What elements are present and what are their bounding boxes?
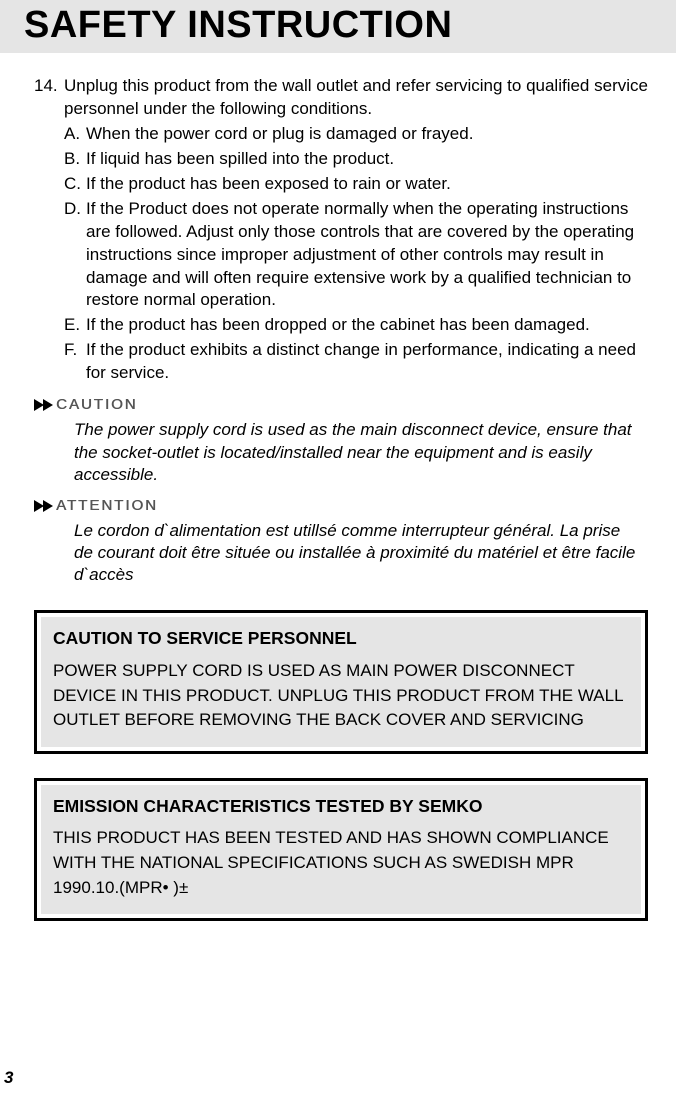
caution-box: CAUTION TO SERVICE PERSONNEL POWER SUPPL… (34, 610, 648, 754)
box-title: EMISSION CHARACTERISTICS TESTED BY SEMKO (53, 795, 629, 819)
item-number: 14. (34, 75, 64, 121)
title-bar: SAFETY INSTRUCTION (0, 0, 676, 53)
sub-item-e: E. If the product has been dropped or th… (64, 314, 648, 337)
sub-text: If liquid has been spilled into the prod… (86, 148, 648, 171)
attention-marker: ATTENTION (34, 496, 648, 516)
caution-text: The power supply cord is used as the mai… (34, 419, 648, 485)
sub-text: If the Product does not operate normally… (86, 198, 648, 313)
caution-box-inner: CAUTION TO SERVICE PERSONNEL POWER SUPPL… (41, 617, 641, 747)
attention-label: ATTENTION (56, 496, 158, 516)
sub-text: If the product has been dropped or the c… (86, 314, 648, 337)
sub-letter: B. (64, 148, 86, 171)
sub-item-f: F. If the product exhibits a distinct ch… (64, 339, 648, 385)
page: SAFETY INSTRUCTION 14. Unplug this produ… (0, 0, 676, 1106)
sub-letter: D. (64, 198, 86, 313)
sub-text: If the product has been exposed to rain … (86, 173, 648, 196)
list-item-14: 14. Unplug this product from the wall ou… (34, 75, 648, 121)
sub-item-d: D. If the Product does not operate norma… (64, 198, 648, 313)
sub-letter: A. (64, 123, 86, 146)
emission-box-inner: EMISSION CHARACTERISTICS TESTED BY SEMKO… (41, 785, 641, 915)
triangle-marker-icon (34, 500, 52, 512)
emission-box: EMISSION CHARACTERISTICS TESTED BY SEMKO… (34, 778, 648, 922)
sub-text: When the power cord or plug is damaged o… (86, 123, 648, 146)
box-body: THIS PRODUCT HAS BEEN TESTED AND HAS SHO… (53, 826, 629, 900)
body-text: 14. Unplug this product from the wall ou… (24, 75, 652, 921)
attention-text: Le cordon d`alimentation est utillsé com… (34, 520, 648, 586)
page-number: 3 (4, 1068, 13, 1088)
sub-item-b: B. If liquid has been spilled into the p… (64, 148, 648, 171)
sub-text: If the product exhibits a distinct chang… (86, 339, 648, 385)
sub-letter: C. (64, 173, 86, 196)
sub-letter: E. (64, 314, 86, 337)
box-body: POWER SUPPLY CORD IS USED AS MAIN POWER … (53, 659, 629, 733)
triangle-marker-icon (34, 399, 52, 411)
sub-item-c: C. If the product has been exposed to ra… (64, 173, 648, 196)
item-intro: Unplug this product from the wall outlet… (64, 75, 648, 121)
sub-item-a: A. When the power cord or plug is damage… (64, 123, 648, 146)
caution-label: CAUTION (56, 395, 138, 415)
page-title: SAFETY INSTRUCTION (24, 4, 652, 47)
sublist: A. When the power cord or plug is damage… (34, 123, 648, 385)
caution-marker: CAUTION (34, 395, 648, 415)
sub-letter: F. (64, 339, 86, 385)
box-title: CAUTION TO SERVICE PERSONNEL (53, 627, 629, 651)
